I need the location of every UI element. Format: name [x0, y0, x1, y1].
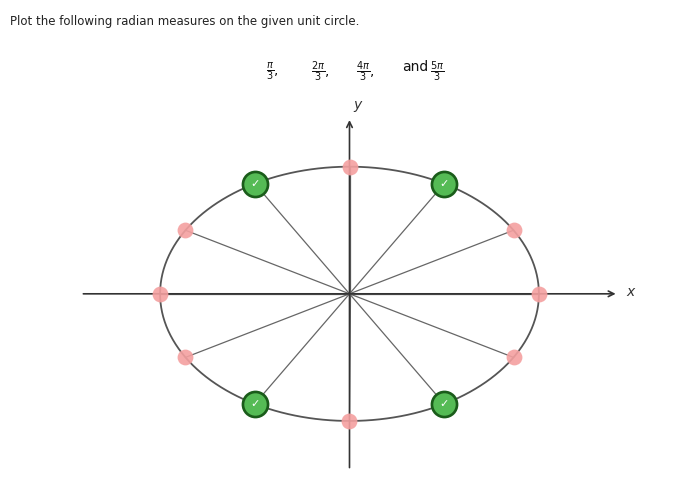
- Text: $\frac{5\pi}{3}$: $\frac{5\pi}{3}$: [430, 60, 444, 84]
- Text: ✓: ✓: [250, 179, 259, 189]
- Point: [180, 354, 191, 362]
- Point: [438, 180, 449, 188]
- Text: $\frac{\pi}{3}$,: $\frac{\pi}{3}$,: [266, 60, 278, 82]
- Point: [154, 290, 166, 298]
- Point: [508, 354, 519, 362]
- Point: [533, 290, 545, 298]
- Text: ✓: ✓: [440, 179, 449, 189]
- Point: [438, 400, 449, 408]
- Text: $\frac{2\pi}{3}$,: $\frac{2\pi}{3}$,: [311, 60, 330, 84]
- Text: Plot the following radian measures on the given unit circle.: Plot the following radian measures on th…: [10, 15, 360, 28]
- Point: [344, 163, 355, 171]
- Point: [250, 180, 261, 188]
- Text: $y$: $y$: [353, 99, 364, 114]
- Text: $x$: $x$: [626, 285, 637, 299]
- Point: [508, 226, 519, 234]
- Text: $\frac{4\pi}{3}$,: $\frac{4\pi}{3}$,: [356, 60, 375, 84]
- Point: [438, 400, 449, 408]
- Point: [250, 180, 261, 188]
- Point: [180, 226, 191, 234]
- Point: [438, 180, 449, 188]
- Point: [344, 417, 355, 425]
- Point: [250, 400, 261, 408]
- Text: and: and: [402, 60, 428, 74]
- Point: [250, 400, 261, 408]
- Text: ✓: ✓: [250, 399, 259, 409]
- Text: ✓: ✓: [440, 399, 449, 409]
